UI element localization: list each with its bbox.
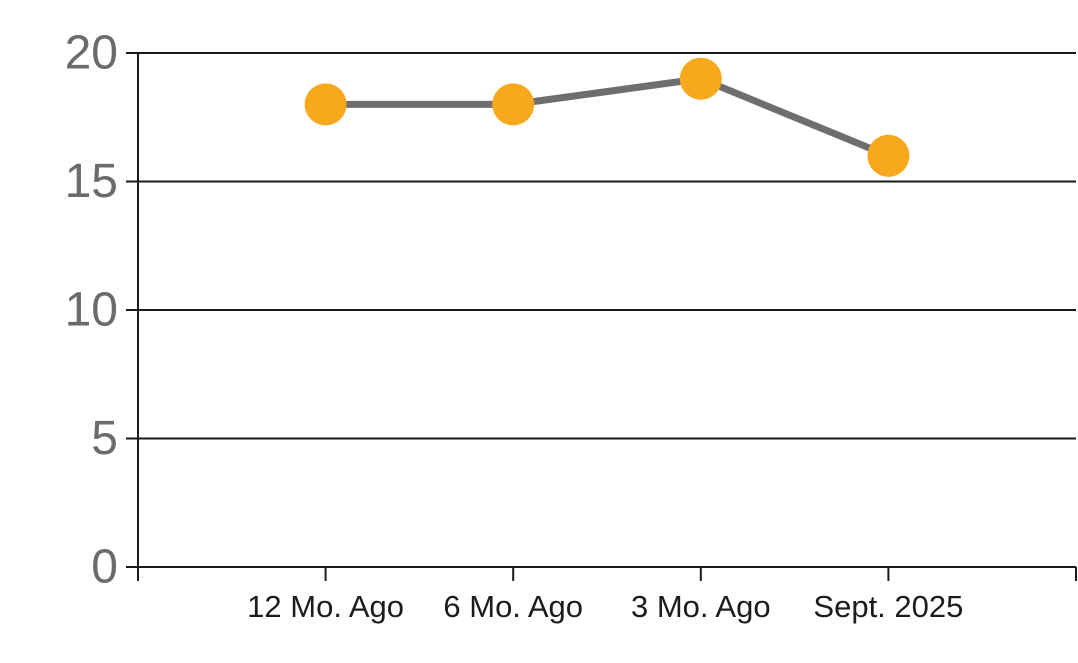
data-point-marker [304,83,347,126]
y-tick-label: 20 [65,27,118,80]
data-point-marker [679,57,722,100]
data-point-marker [867,134,910,177]
x-tick-label: Sept. 2025 [813,589,963,624]
y-tick-label: 5 [91,412,118,465]
x-tick-label: 3 Mo. Ago [631,589,771,624]
series-line [325,75,890,160]
x-tick-label: 12 Mo. Ago [247,589,404,624]
x-tick-label: 6 Mo. Ago [443,589,583,624]
data-point-marker [492,83,535,126]
y-tick-label: 10 [65,284,118,337]
y-tick-label: 15 [65,155,118,208]
y-tick-label: 0 [91,541,118,594]
